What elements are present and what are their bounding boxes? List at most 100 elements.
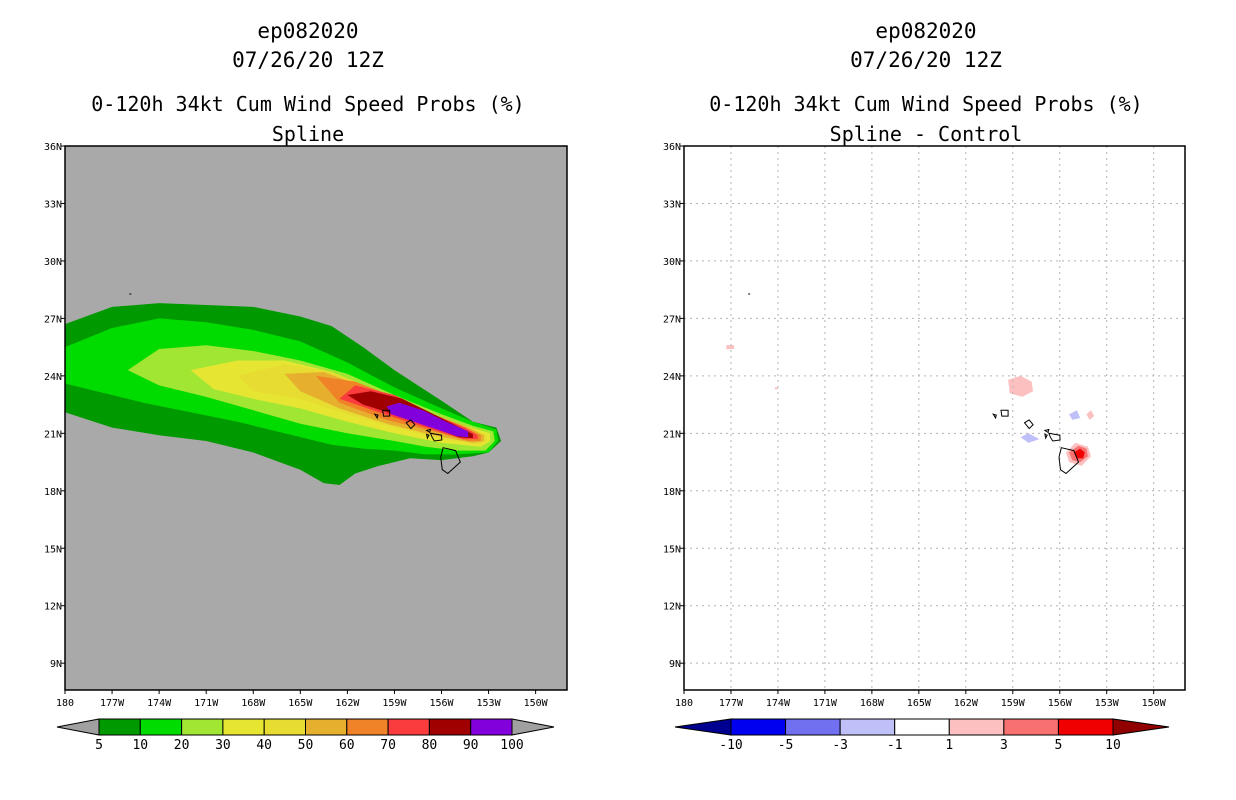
colorbar-swatch [139,718,183,736]
x-tick-label: 153W [477,698,502,709]
colorbar-label: -5 [778,738,794,753]
chart-title-line-4: Spline - Control [830,122,1023,146]
y-tick-label: 27N [44,314,62,325]
x-tick-label: 150W [524,698,549,709]
y-tick-label: 21N [663,429,681,440]
colorbar-over-triangle [511,718,555,736]
colorbar-under-triangle [674,718,732,736]
colorbar-label: 70 [380,738,396,753]
coastline-island [1043,428,1050,434]
y-tick-label: 12N [663,602,681,613]
x-tick-label: 165W [288,698,313,709]
colorbar-label: 3 [1000,738,1008,753]
spline-minus-control-map-panel: ep082020 07/26/20 12Z 0-120h 34kt Cum Wind… [663,19,1186,753]
x-tick-label: 159W [382,698,407,709]
x-tick-label: 156W [429,698,454,709]
coastline-island [440,447,461,475]
contour-level-90 [386,402,469,438]
x-tick-label: 168W [241,698,266,709]
coastline-island [425,433,430,440]
y-tick-label: 24N [663,372,681,383]
coastline-island [992,413,997,420]
colorbar-under-triangle [56,718,100,736]
x-tick-label: 162W [335,698,360,709]
colorbar-swatch [263,718,307,736]
spline-probability-map-panel: ep082020 07/26/20 12Z 0-120h 34kt Cum Wind… [44,19,568,753]
colorbar-swatch [98,718,141,736]
x-tick-label: 177W [100,698,125,709]
chart-title-line-2: 07/26/20 12Z [232,48,384,72]
y-tick-label: 36N [44,142,62,153]
contour-level-1 [1008,375,1034,397]
colorbar-swatch [305,718,348,736]
x-tick-label: 168W [860,698,885,709]
x-tick-label: 180 [56,698,74,709]
chart-title-line-1: ep082020 [257,19,358,43]
colorbar-swatch [839,718,896,736]
chart-title-line-3: 0-120h 34kt Cum Wind Speed Probs (%) [91,92,524,116]
coastline-islet [748,293,751,295]
x-tick-label: 159W [1001,698,1026,709]
y-tick-label: 24N [44,372,62,383]
x-tick-label: 171W [813,698,838,709]
colorbar-label: 100 [500,738,523,753]
coastline-island [405,419,416,430]
plot-area [65,293,502,485]
coastline-island [1058,447,1080,475]
colorbar-swatch [181,718,224,736]
colorbar-swatch [470,718,513,736]
coastline-islet [129,293,132,295]
colorbar-label: 60 [339,738,355,753]
x-tick-label: 156W [1048,698,1073,709]
coastline-island [1023,419,1034,430]
x-tick-label: 153W [1095,698,1120,709]
x-tick-label: 174W [147,698,172,709]
chart-title-line-3: 0-120h 34kt Cum Wind Speed Probs (%) [709,92,1142,116]
y-tick-label: 9N [669,659,681,670]
y-tick-label: 30N [44,257,62,268]
colorbar-swatch [785,718,841,736]
colorbar-swatch [1057,718,1114,736]
colorbar-swatch [346,718,389,736]
colorbar-label: 30 [215,738,231,753]
contour-level-neg1 [1020,433,1040,443]
colorbar-label: -1 [887,738,903,753]
y-tick-label: 30N [663,257,681,268]
colorbar-label: 40 [256,738,272,753]
colorbar-label: 50 [298,738,314,753]
chart-title-line-1: ep082020 [875,19,976,43]
colorbar-over-triangle [1112,718,1170,736]
colorbar-swatch [1003,718,1059,736]
y-tick-label: 18N [44,487,62,498]
colorbar-swatch [428,718,472,736]
colorbar-swatch [387,718,430,736]
y-tick-label: 12N [44,602,62,613]
coastline-island [1000,409,1009,417]
x-tick-label: 177W [719,698,744,709]
x-tick-label: 171W [194,698,219,709]
coastline-island [1044,433,1048,440]
coastline-island [373,413,379,420]
contour-level-5 [1073,448,1085,459]
colorbar-label: 20 [174,738,190,753]
colorbar-label: 5 [1055,738,1063,753]
colorbar-label: 10 [1105,738,1121,753]
y-tick-label: 33N [663,199,681,210]
y-tick-label: 18N [663,487,681,498]
y-tick-label: 15N [44,544,62,555]
contour-level-1 [726,345,735,349]
y-tick-label: 36N [663,142,681,153]
plot-frame [64,145,568,691]
x-tick-label: 165W [907,698,932,709]
y-tick-label: 33N [44,199,62,210]
coastline-island [382,409,391,417]
y-tick-label: 9N [50,659,62,670]
plot-background [684,146,1185,690]
colorbar-label: 80 [422,738,438,753]
chart-title-line-4: Spline [272,122,344,146]
colorbar-label: 10 [132,738,148,753]
contour-level-1 [774,387,778,390]
colorbar-swatch [730,718,787,736]
y-tick-label: 15N [663,544,681,555]
plot-frame [683,145,1186,691]
